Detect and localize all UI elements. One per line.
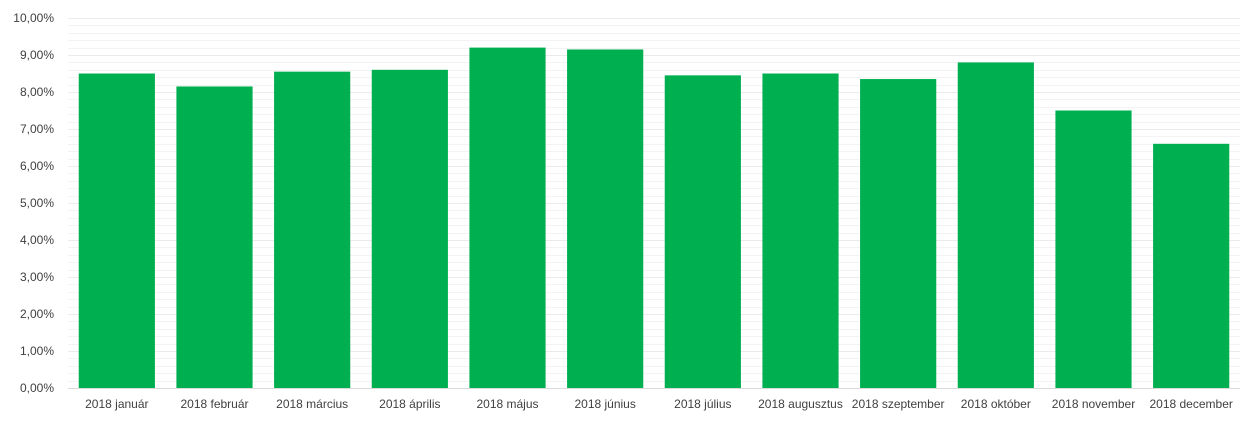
y-tick-label: 9,00% [20, 48, 54, 62]
y-tick-label: 2,00% [20, 307, 54, 321]
y-tick-label: 5,00% [20, 196, 54, 210]
y-tick-label: 8,00% [20, 85, 54, 99]
bar [957, 62, 1034, 389]
bar [860, 79, 937, 389]
bar [664, 75, 741, 388]
y-tick-label: 6,00% [20, 159, 54, 173]
y-tick-label: 10,00% [13, 11, 54, 25]
bar [567, 49, 644, 388]
y-tick-label: 1,00% [20, 344, 54, 358]
x-tick-label: 2018 november [1052, 397, 1135, 411]
x-tick-label: 2018 augusztus [758, 397, 843, 411]
bar [176, 86, 253, 388]
x-tick-label: 2018 június [574, 397, 635, 411]
tick-labels: 0,00% 1,00% 2,00% 3,00% 4,00% 5,00% 6,00% 7,00%… [13, 11, 1233, 411]
x-tick-label: 2018 január [85, 397, 148, 411]
x-tick-label: 2018 október [961, 397, 1031, 411]
bar [274, 71, 351, 389]
bar [1153, 143, 1230, 388]
x-tick-label: 2018 február [180, 397, 248, 411]
x-tick-label: 2018 július [674, 397, 731, 411]
x-tick-label: 2018 április [379, 397, 440, 411]
bar [469, 47, 546, 388]
x-tick-label: 2018 március [276, 397, 348, 411]
x-tick-label: 2018 május [476, 397, 538, 411]
y-tick-label: 4,00% [20, 233, 54, 247]
y-tick-label: 0,00% [20, 381, 54, 395]
bar [78, 73, 155, 388]
y-tick-label: 7,00% [20, 122, 54, 136]
bars [78, 47, 1230, 389]
bar [762, 73, 839, 388]
bar [1055, 110, 1132, 388]
x-tick-label: 2018 szeptember [852, 397, 945, 411]
gridlines [68, 18, 1240, 389]
x-tick-label: 2018 december [1149, 397, 1232, 411]
bar [371, 69, 448, 389]
y-tick-label: 3,00% [20, 270, 54, 284]
